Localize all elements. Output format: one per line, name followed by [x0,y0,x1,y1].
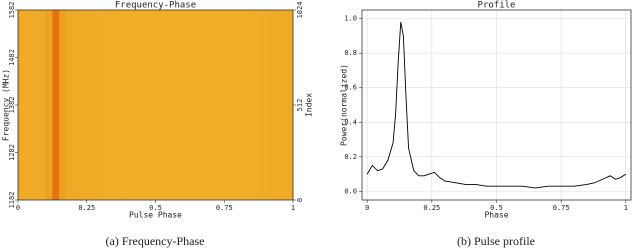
chart-title: Frequency-Phase [115,1,196,11]
x-tick-label: 0 [365,204,369,212]
x-tick-label: 0.5 [149,204,162,212]
heat-cell [52,10,60,200]
y-axis-label: Frequency (MHz) [2,69,11,141]
heat-cell [231,10,239,200]
chart-title: Profile [478,1,516,11]
heat-cell [45,10,53,200]
y2-tick-label: 512 [296,99,304,112]
heat-cell [93,10,101,200]
y-tick-label: 1582 [8,2,16,19]
x-tick-label: 0.25 [78,204,95,212]
heat-cell [121,10,129,200]
heat-cell [196,10,204,200]
y-tick-label: 1.0 [344,15,357,23]
y-tick-label: 1482 [8,49,16,66]
heat-cell [100,10,108,200]
heat-cell [148,10,156,200]
plot-frame [17,9,294,201]
x-axis-label: Phase [484,211,508,220]
heat-cell [244,10,253,200]
heat-cell [79,10,88,200]
heat-cell [265,10,273,200]
heat-cell [169,10,177,200]
heat-cell [73,10,81,200]
x-tick-label: 0.75 [216,204,233,212]
profile-line [366,22,627,189]
heat-cell [24,10,33,200]
heat-cell [217,10,225,200]
caption: (b) Pulse profile [457,234,535,248]
heat-cell [114,10,122,200]
heat-cell [203,10,211,200]
y2-tick-label: 0 [296,198,304,202]
y-tick-label: 1182 [8,192,16,209]
y-tick-label: 1382 [8,97,16,114]
x-tick-label: 0 [16,204,20,212]
y-tick-label: 0.4 [344,118,357,126]
heat-cell [59,10,67,200]
heat-cell [66,10,74,200]
heat-cell [134,10,143,200]
x-axis-label: Pulse Phase [129,211,182,220]
heat-cell [189,10,198,200]
heat-cell [162,10,170,200]
heat-cell [141,10,149,200]
caption: (a) Frequency-Phase [106,234,205,248]
heat-cell [258,10,266,200]
plot-frame [361,9,632,201]
heat-cell [128,10,136,200]
y-tick-label: 0.6 [344,84,357,92]
x-tick-label: 1 [291,204,295,212]
x-tick-label: 0.5 [490,204,503,212]
heat-cell [286,10,294,200]
heat-cell [107,10,115,200]
heat-cell [38,10,46,200]
heat-cell [279,10,287,200]
y2-axis-label: Index [305,93,314,117]
heat-cell [155,10,163,200]
y-tick-label: 1282 [8,144,16,161]
heat-cell [224,10,232,200]
heat-cell [18,10,26,200]
heat-cell [86,10,94,200]
heat-cell [183,10,191,200]
x-tick-label: 1 [624,204,628,212]
y-tick-label: 0.8 [344,49,357,57]
y-tick-label: 0.2 [344,153,357,161]
heat-cell [210,10,218,200]
y-tick-label: 0.0 [344,187,357,195]
heat-cell [176,10,184,200]
heat-cell [272,10,280,200]
heat-cell [31,10,39,200]
y2-tick-label: 1024 [296,2,304,19]
y-axis-label: Power(normalized) [340,64,349,146]
x-tick-label: 0.75 [553,204,570,212]
x-tick-label: 0.25 [423,204,440,212]
heat-cell [251,10,259,200]
heat-cell [238,10,246,200]
